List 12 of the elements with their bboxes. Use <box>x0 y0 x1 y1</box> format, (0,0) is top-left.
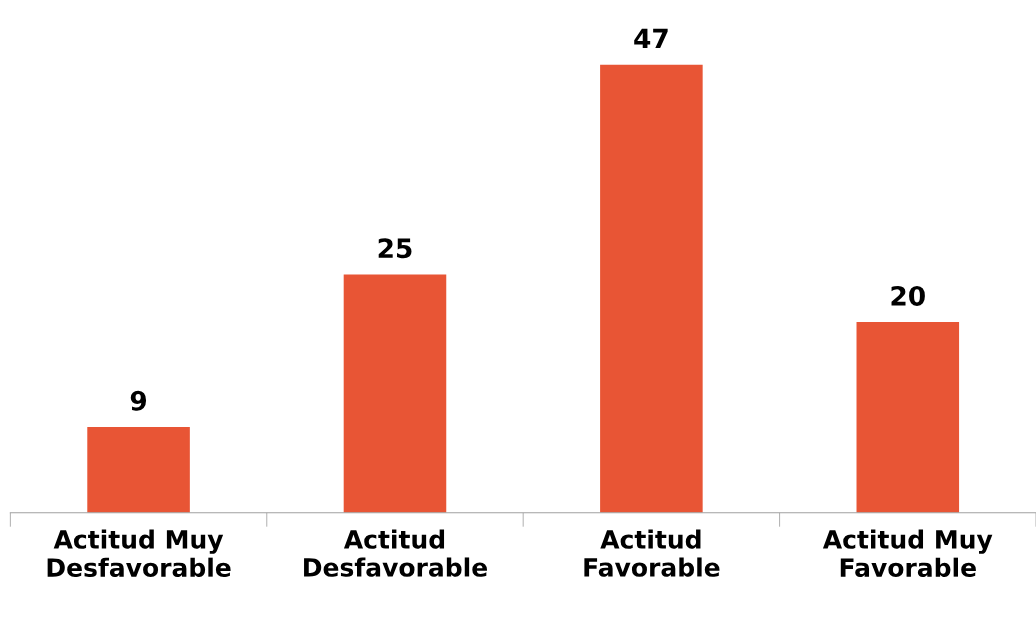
x-tick-label: Actitud Favorable <box>584 529 720 577</box>
x-tick-label: Actitud Desfavorable <box>304 529 487 577</box>
bar <box>343 274 447 513</box>
data-label: 20 <box>891 285 925 306</box>
data-label: 9 <box>130 390 147 411</box>
bar <box>856 322 960 513</box>
x-tick-label: Actitud Muy Favorable <box>822 529 993 578</box>
bar <box>600 64 703 513</box>
x-tick-label: Actitud Muy Desfavorable <box>47 529 231 578</box>
data-label: 47 <box>634 28 668 49</box>
data-label: 25 <box>378 238 412 259</box>
bar <box>87 426 190 513</box>
